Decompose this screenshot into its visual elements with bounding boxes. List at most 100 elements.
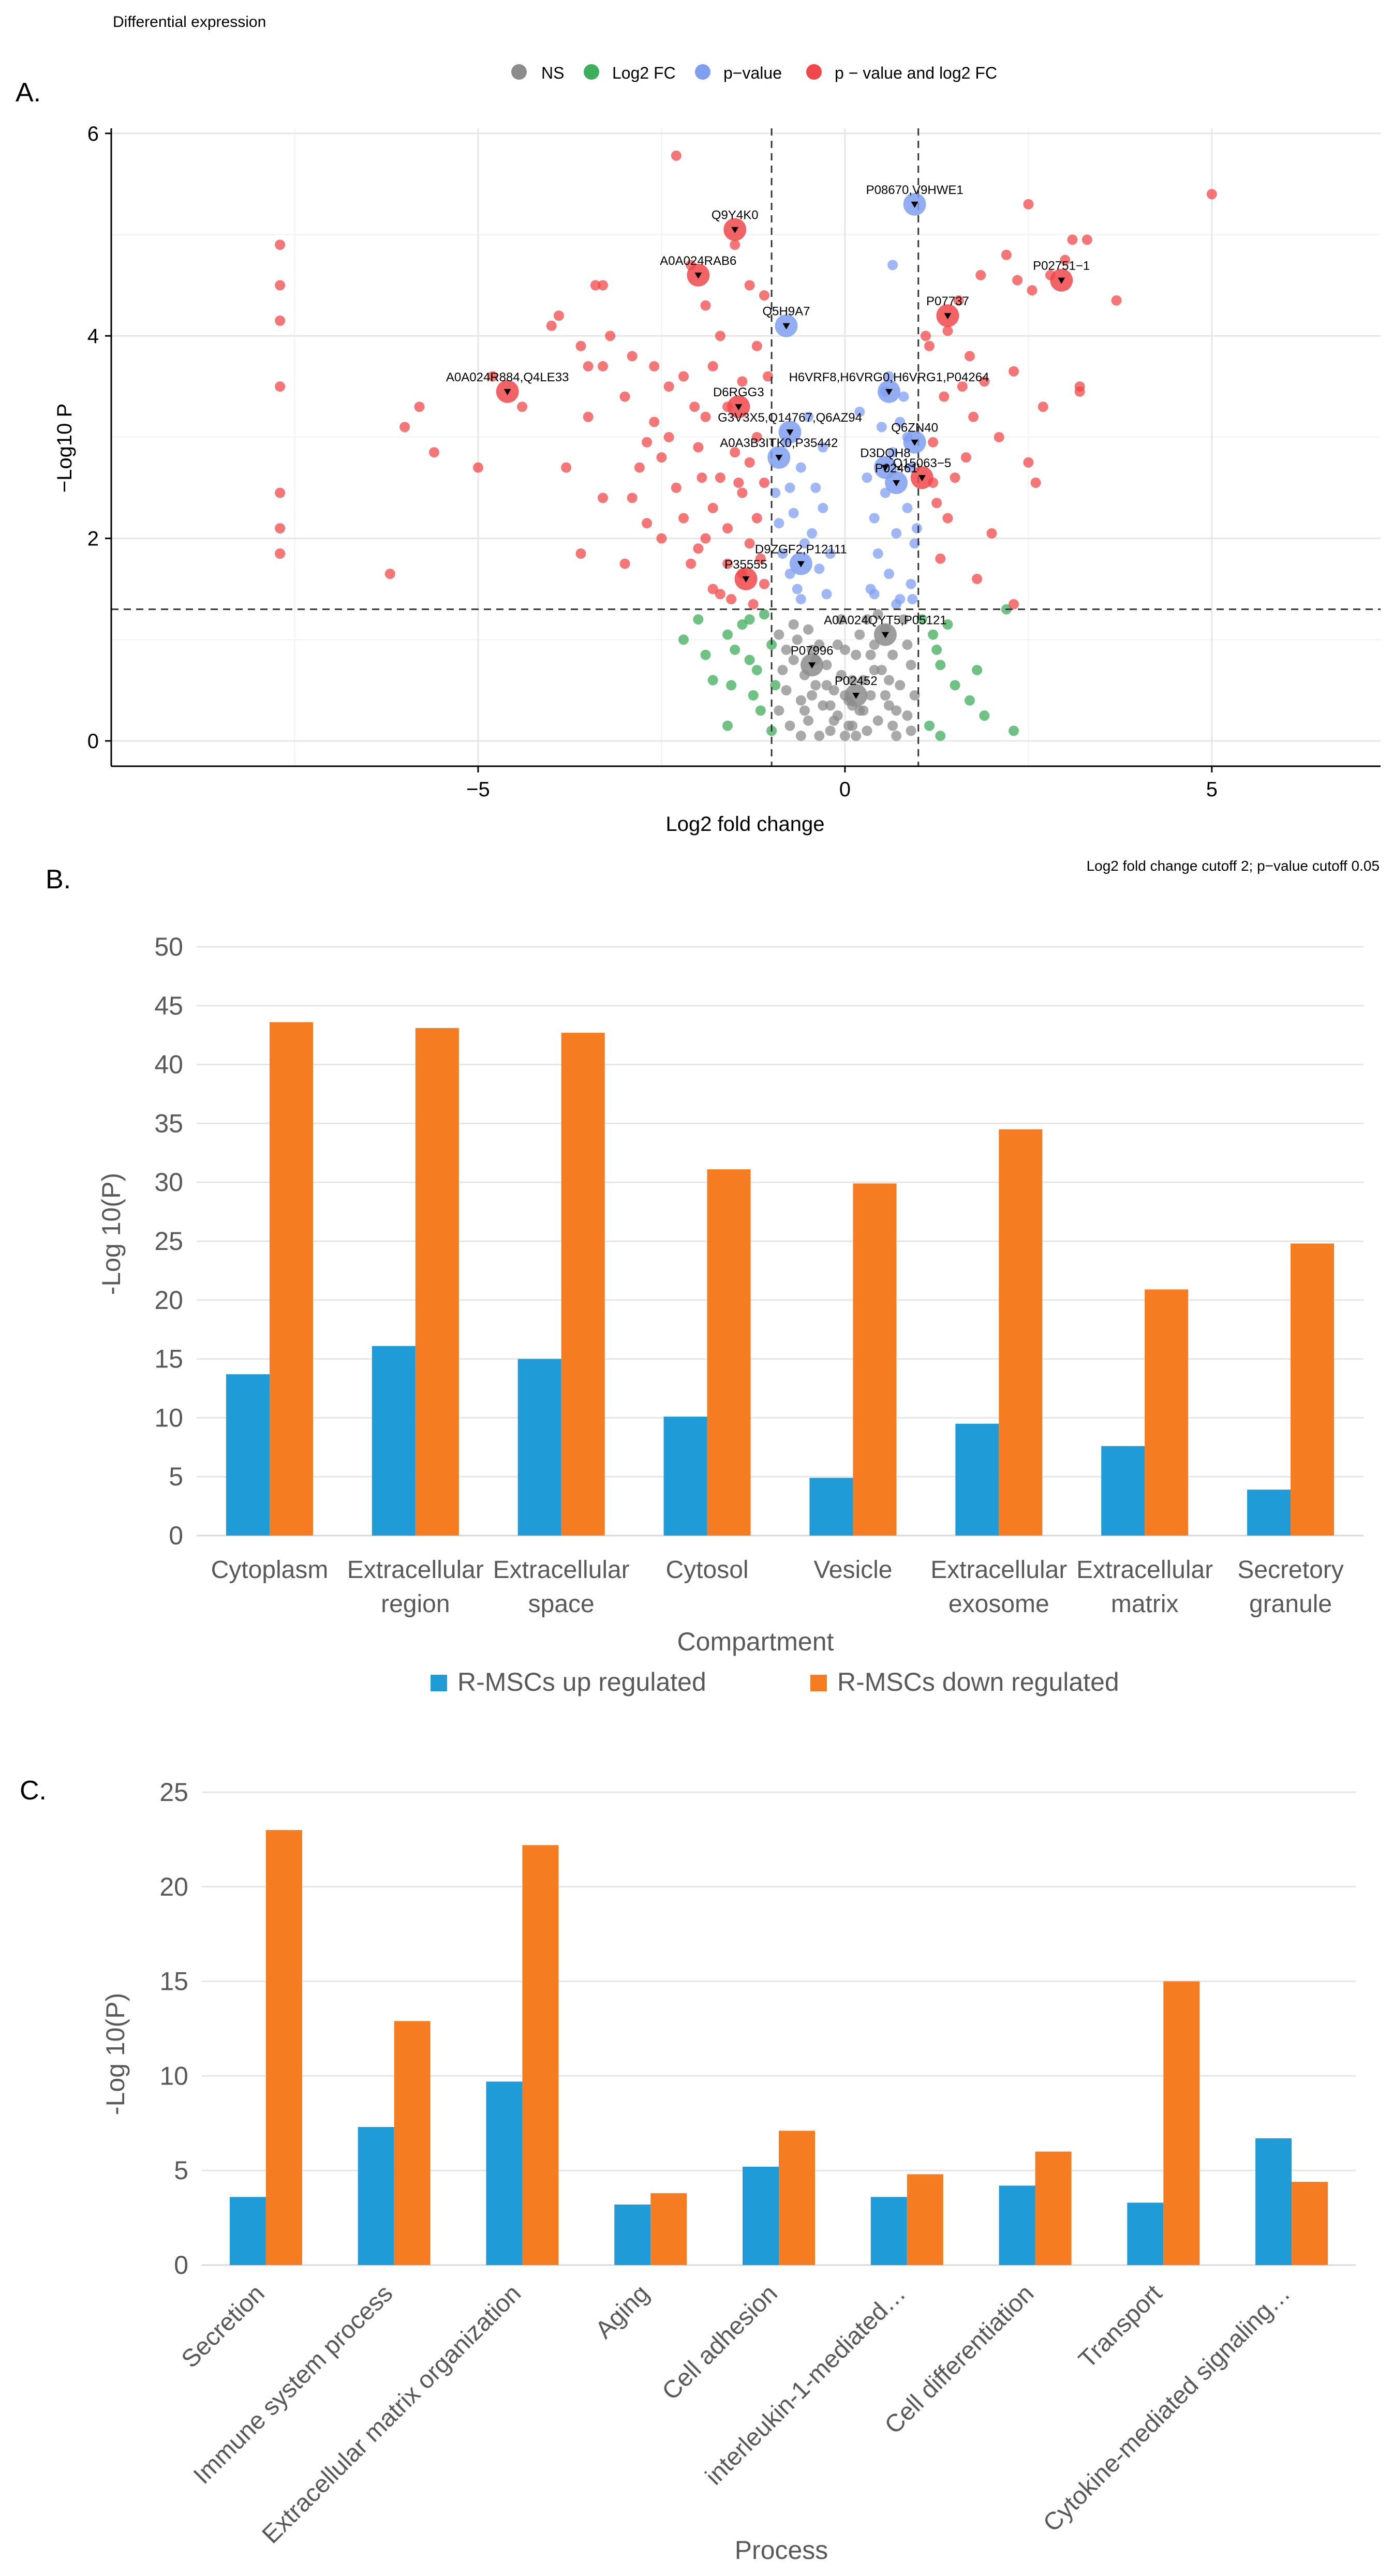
volcano-x-axis-title: Log2 fold change [666, 813, 825, 836]
legend-label-up: R-MSCs up regulated [457, 1667, 706, 1696]
volcano-point-both [487, 371, 498, 382]
volcano-cutoff-lines [111, 128, 1381, 766]
volcano-point-both [744, 457, 755, 468]
volcano-point-both [1206, 189, 1217, 200]
volcano-point-ns [876, 665, 887, 676]
volcano-point-ns [814, 731, 825, 741]
compartment-y-tick-label: 15 [154, 1345, 183, 1374]
compartment-bar-up [372, 1346, 416, 1536]
volcano-point-pvalue [770, 487, 781, 498]
volcano-point-label: P02452 [835, 674, 878, 688]
volcano-point-both [275, 315, 286, 326]
process-bar-up [999, 2185, 1035, 2265]
process-bar-down [907, 2174, 943, 2265]
volcano-point-log2fc [722, 629, 733, 640]
volcano-point-label: P07737 [926, 294, 969, 308]
volcano-point-pvalue [854, 407, 865, 417]
volcano-point-both [561, 462, 572, 473]
process-bar-up [486, 2081, 523, 2265]
volcano-point-both [275, 548, 286, 559]
volcano-point-ns [906, 725, 916, 736]
volcano-point-ns [902, 710, 913, 721]
volcano-point-both [1074, 386, 1085, 397]
compartment-category-label-line: granule [1249, 1590, 1332, 1618]
compartment-bar-up [955, 1423, 999, 1536]
volcano-point-arrow [944, 313, 952, 320]
compartment-y-tick-label: 25 [154, 1227, 183, 1256]
volcano-point-ns [839, 644, 850, 655]
process-bar-up [870, 2197, 907, 2265]
volcano-point-both [619, 558, 630, 569]
volcano-point-pvalue [788, 508, 799, 518]
volcano-point-pvalue [872, 548, 883, 559]
volcano-point-both [553, 310, 564, 321]
process-y-axis-title: -Log 10(P) [101, 1993, 130, 2115]
volcano-point-both [1012, 275, 1023, 286]
volcano-point-both [924, 340, 935, 351]
process-bar-up [1127, 2202, 1164, 2265]
volcano-point-pvalue [803, 411, 814, 422]
volcano-point-pvalue [795, 462, 806, 473]
volcano-point-log2fc [726, 680, 737, 691]
volcano-point-log2fc [766, 639, 777, 650]
panel-label-b: B. [46, 865, 71, 895]
volcano-point-label: A0A3B3ITK0,P35442 [720, 436, 838, 450]
volcano-point-both [663, 381, 674, 392]
volcano-point-ns [788, 619, 799, 630]
volcano-labeled-points: P08670,V9HWE1 Q9Y4K0 A0A024RAB6 P02751−1 P07… [446, 183, 1090, 707]
volcano-point-pvalue [902, 502, 913, 513]
volcano-point-ns [891, 705, 902, 716]
process-category-label: Transport [1074, 2280, 1167, 2373]
volcano-point-both [414, 401, 425, 412]
volcano-point-ns [865, 649, 876, 660]
legend-label-pvalue: p−value [723, 64, 782, 82]
volcano-point-pvalue [869, 589, 880, 600]
volcano-point-log2fc [737, 619, 748, 630]
compartment-category-labels: Cytoplasm Extracellular regionExtracellula… [211, 1556, 1344, 1618]
volcano-point-ns [788, 654, 799, 665]
volcano-ticks: −5 0 5 0 2 4 6 [87, 123, 1218, 801]
volcano-point-ns [880, 690, 891, 701]
volcano-point-both [1067, 234, 1078, 245]
volcano-point-both [275, 240, 286, 250]
volcano-point-ns [862, 614, 872, 625]
volcano-point-both [939, 391, 950, 402]
volcano-point-ns [795, 695, 806, 706]
volcano-point-label: P02461 [875, 461, 918, 475]
compartment-bar-up [1101, 1446, 1145, 1536]
volcano-point-both [715, 331, 725, 341]
volcano-point-both [759, 578, 769, 589]
volcano-point-ns [843, 720, 854, 731]
process-category-label: Secretion [176, 2280, 270, 2373]
volcano-point-pvalue [909, 538, 920, 549]
volcano-point-ns [803, 624, 814, 635]
volcano-point-both [275, 487, 286, 498]
volcano-point-both [605, 331, 616, 341]
compartment-category-label-line: Vesicle [813, 1556, 892, 1584]
volcano-point-ns [872, 609, 883, 620]
compartment-category-label-line: exosome [949, 1590, 1049, 1618]
volcano-point-both [575, 548, 586, 559]
volcano-point-both [689, 401, 700, 412]
volcano-point-both [619, 391, 630, 402]
volcano-point-both [598, 493, 609, 503]
volcano-point-both [953, 295, 964, 306]
volcano-point-pvalue [883, 569, 894, 579]
volcano-point-label: D3DQH8 [860, 446, 910, 460]
process-bar-down [779, 2131, 815, 2265]
compartment-y-tick-label: 0 [169, 1521, 183, 1550]
volcano-point-ns [777, 665, 788, 676]
volcano-point-both [1111, 295, 1122, 306]
process-bars [229, 1830, 1328, 2265]
volcano-point-both [671, 482, 681, 493]
volcano-point-both [751, 431, 762, 442]
volcano-point-both [715, 472, 725, 483]
volcano-point-pvalue [814, 563, 825, 574]
compartment-y-tick-label: 30 [154, 1168, 183, 1197]
process-y-tick-label: 5 [174, 2156, 188, 2185]
compartment-y-tick-label: 10 [154, 1403, 183, 1432]
volcano-point-both [715, 589, 725, 600]
process-y-tick-label: 0 [174, 2251, 188, 2280]
volcano-point-both [399, 422, 410, 433]
volcano-point-ns [851, 731, 862, 741]
